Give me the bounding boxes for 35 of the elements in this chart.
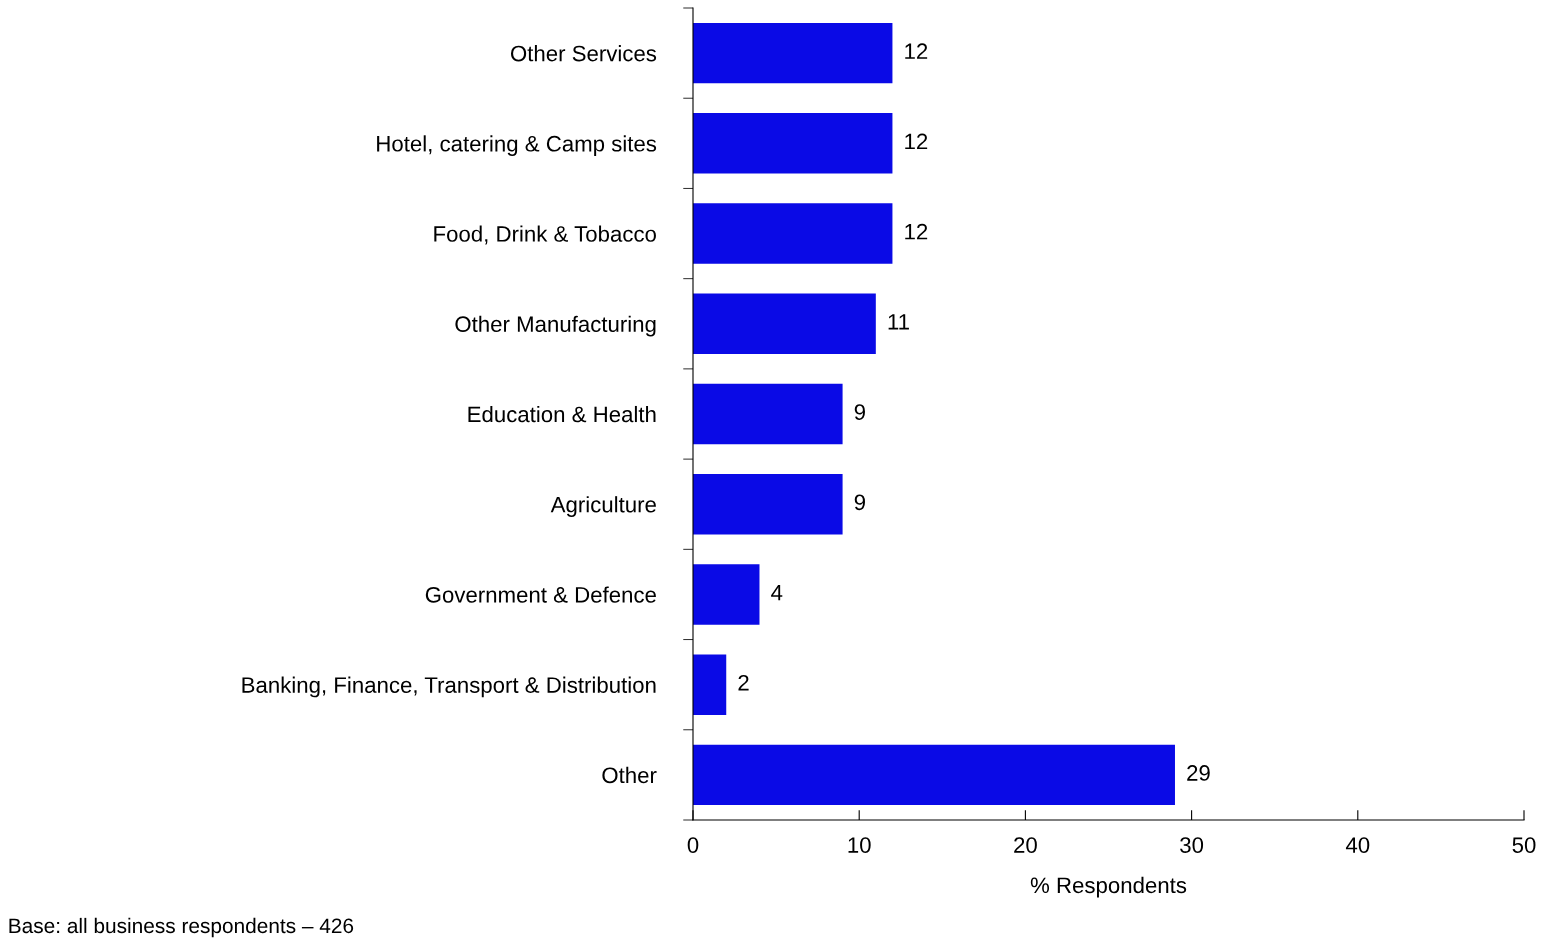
y-tick-label: Other	[602, 766, 657, 784]
data-label: 12	[905, 133, 928, 150]
x-tick-label: 50	[1512, 837, 1536, 853]
y-tick-label: Other Manufacturing	[455, 315, 656, 337]
y-tick-label: Government & Defence	[425, 586, 656, 603]
bar	[693, 744, 1175, 806]
x-tick-label: 0	[687, 837, 699, 853]
bar	[693, 113, 893, 174]
x-axis-title: % Respondents	[1030, 876, 1187, 898]
x-tick-label: 30	[1180, 837, 1204, 853]
data-label: 9	[854, 494, 865, 511]
data-label: 4	[771, 584, 783, 601]
bar	[693, 474, 843, 535]
data-label: 12	[905, 43, 928, 59]
y-tick-label: Food, Drink & Tobacco	[434, 225, 656, 245]
data-label: 12	[905, 223, 928, 240]
text: Base: all business respondents – 426	[9, 917, 354, 938]
bar	[693, 564, 760, 625]
bar	[693, 654, 727, 715]
x-tick-label: 10	[848, 837, 871, 853]
y-tick-label: Other Services	[510, 45, 657, 62]
bar	[693, 383, 843, 445]
x-tick-label: 40	[1345, 837, 1370, 853]
bar	[693, 203, 893, 264]
x-tick-label: 20	[1014, 837, 1037, 853]
data-label: 9	[854, 404, 865, 420]
bar	[693, 293, 876, 354]
data-label: 2	[738, 674, 749, 691]
y-tick-label: Education & Health	[468, 405, 656, 423]
y-tick-label: Banking, Finance, Transport & Distribution	[242, 676, 656, 698]
data-label: 11	[888, 314, 909, 330]
y-tick-label: Hotel, catering & Camp sites	[377, 135, 657, 156]
bar	[693, 22, 893, 84]
data-label: 29	[1187, 765, 1210, 781]
y-tick-label: Agriculture	[550, 496, 656, 517]
